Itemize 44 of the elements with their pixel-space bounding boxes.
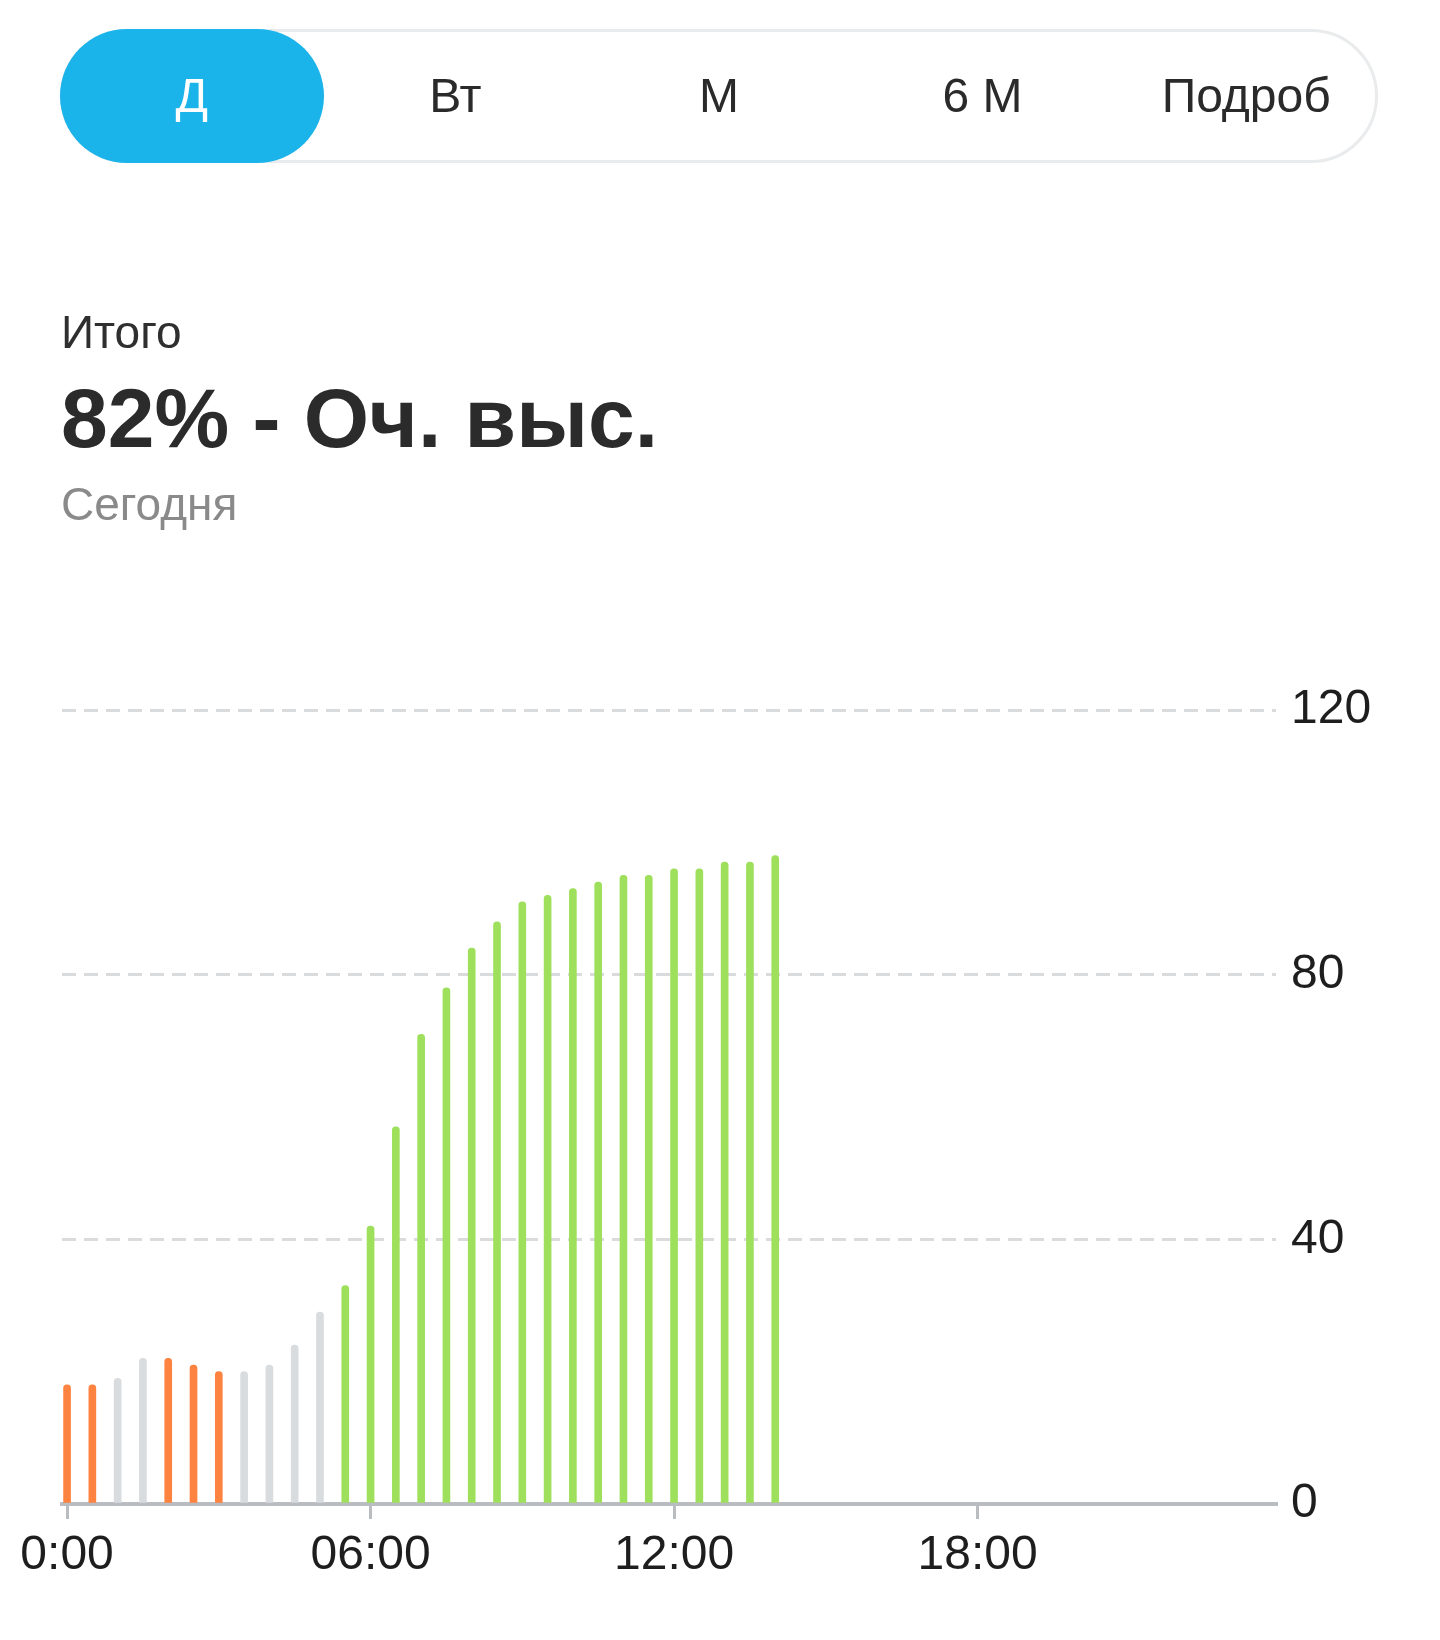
x-tick-label: 0:00	[20, 1526, 114, 1580]
bar	[771, 855, 780, 1503]
bar	[670, 868, 678, 1503]
bar	[746, 861, 754, 1503]
chart-subtitle: Сегодня	[61, 478, 238, 530]
bar	[341, 1285, 350, 1503]
y-tick-label: 120	[1291, 680, 1372, 734]
bar	[366, 1225, 375, 1503]
bar	[189, 1364, 198, 1503]
bar	[240, 1371, 248, 1503]
x-tick-label: 06:00	[310, 1526, 431, 1580]
bar	[720, 861, 729, 1503]
bar	[695, 868, 704, 1503]
bar	[543, 894, 552, 1503]
bar	[442, 987, 451, 1503]
bar	[569, 888, 577, 1503]
x-tick-label: 18:00	[917, 1526, 1038, 1580]
y-tick-label: 40	[1291, 1209, 1345, 1263]
bar	[290, 1344, 299, 1503]
tab[interactable]: М	[587, 29, 851, 163]
bar	[644, 875, 653, 1503]
bar	[518, 901, 527, 1503]
bar	[265, 1364, 274, 1503]
bar	[316, 1311, 324, 1503]
bar	[392, 1126, 400, 1503]
y-tick-label: 80	[1291, 944, 1345, 998]
x-tick-label: 12:00	[614, 1526, 735, 1580]
bar	[88, 1384, 97, 1503]
tab[interactable]: Вт	[323, 29, 588, 163]
bar	[619, 875, 628, 1503]
bar	[113, 1377, 122, 1503]
bar	[139, 1358, 147, 1503]
bar	[417, 1033, 425, 1503]
chart-title: 82% - Оч. выс.	[61, 371, 658, 465]
bar	[214, 1371, 223, 1503]
bar	[493, 921, 501, 1503]
y-tick-label: 0	[1291, 1474, 1318, 1528]
bar	[63, 1384, 71, 1503]
bar	[594, 881, 603, 1503]
bar	[467, 947, 476, 1503]
bar	[164, 1358, 173, 1503]
tab[interactable]: 6 М	[850, 29, 1115, 163]
tab[interactable]: Подроб	[1114, 29, 1378, 163]
text: Итого	[61, 306, 182, 358]
